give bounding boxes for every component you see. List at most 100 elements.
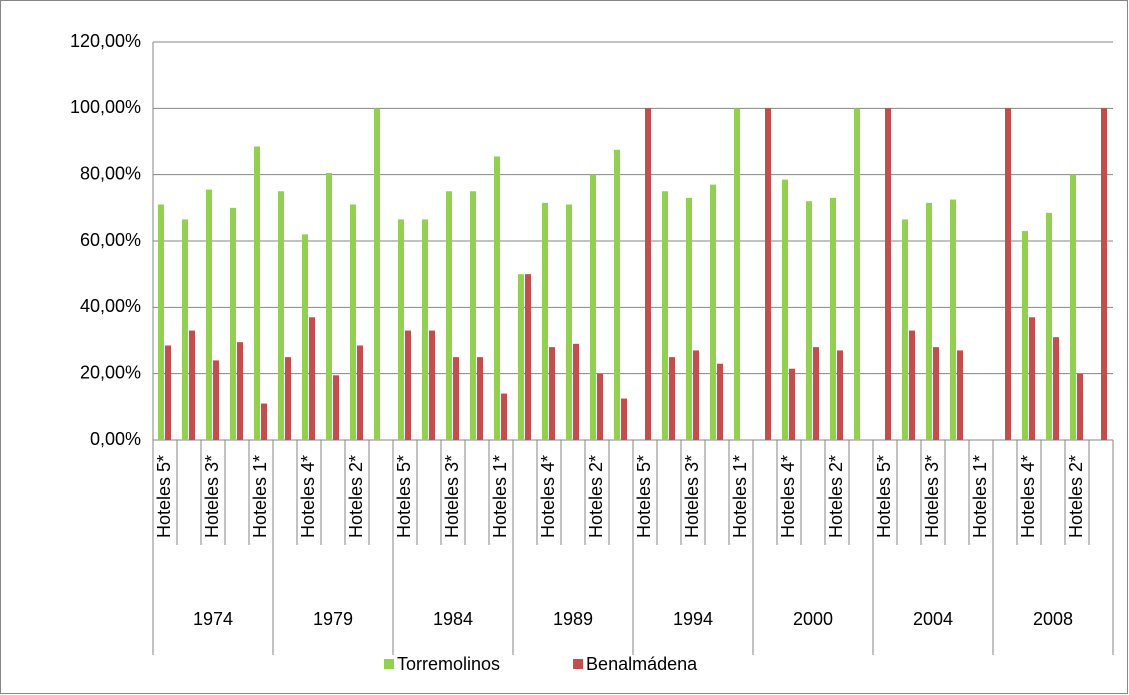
bar	[398, 219, 404, 440]
bar	[237, 342, 243, 440]
legend-label: Torremolinos	[397, 654, 500, 674]
bar	[957, 350, 963, 440]
x-tick-label: Hoteles 3*	[202, 455, 222, 538]
x-tick-label: Hoteles 4*	[1018, 455, 1038, 538]
x-tick-label: Hoteles 1*	[250, 455, 270, 538]
bar	[621, 398, 627, 440]
bar	[542, 202, 548, 440]
group-label: 1974	[193, 609, 233, 629]
bar	[902, 219, 908, 440]
bar	[477, 357, 483, 440]
group-label: 2004	[913, 609, 953, 629]
bar	[1005, 108, 1011, 440]
bar	[1029, 317, 1035, 440]
x-tick-label: Hoteles 5*	[154, 455, 174, 538]
x-tick-label: Hoteles 2*	[826, 455, 846, 538]
bar	[357, 345, 363, 440]
bar	[789, 368, 795, 440]
x-tick-label: Hoteles 2*	[586, 455, 606, 538]
bar	[590, 174, 596, 440]
bar	[549, 347, 555, 440]
group-label: 1979	[313, 609, 353, 629]
x-tick-label: Hoteles 2*	[1066, 455, 1086, 538]
legend-swatch	[573, 659, 584, 669]
bar	[950, 199, 956, 440]
bar	[734, 108, 740, 440]
bar	[518, 274, 524, 440]
bar	[710, 184, 716, 440]
bar	[830, 197, 836, 440]
bar	[182, 219, 188, 440]
bar	[422, 219, 428, 440]
bar	[662, 191, 668, 440]
y-tick-label: 40,00%	[80, 296, 141, 316]
group-label: 1989	[553, 609, 593, 629]
bar	[686, 197, 692, 440]
group-label: 1984	[433, 609, 473, 629]
y-tick-label: 120,00%	[70, 31, 141, 51]
x-tick-label: Hoteles 4*	[298, 455, 318, 538]
bar	[837, 350, 843, 440]
bar	[1022, 231, 1028, 440]
bar	[278, 191, 284, 440]
bar	[645, 108, 651, 440]
bar	[1101, 108, 1107, 440]
x-tick-label: Hoteles 1*	[970, 455, 990, 538]
group-label: 1994	[673, 609, 713, 629]
y-tick-label: 80,00%	[80, 163, 141, 183]
bar	[525, 274, 531, 440]
x-tick-label: Hoteles 4*	[778, 455, 798, 538]
y-tick-label: 100,00%	[70, 97, 141, 117]
bar	[566, 204, 572, 440]
bar	[261, 403, 267, 440]
x-tick-label: Hoteles 5*	[634, 455, 654, 538]
bar	[933, 347, 939, 440]
y-tick-label: 0,00%	[90, 429, 141, 449]
bar	[254, 146, 260, 440]
bar	[189, 330, 195, 440]
y-tick-label: 20,00%	[80, 362, 141, 382]
bar	[813, 347, 819, 440]
x-tick-label: Hoteles 4*	[538, 455, 558, 538]
legend-label: Benalmádena	[586, 654, 698, 674]
bar	[1077, 373, 1083, 440]
bar	[158, 204, 164, 440]
bar	[854, 108, 860, 440]
x-tick-label: Hoteles 2*	[346, 455, 366, 538]
bar	[333, 375, 339, 440]
bar	[285, 357, 291, 440]
bar	[494, 156, 500, 441]
bar	[470, 191, 476, 440]
bar	[909, 330, 915, 440]
bar	[782, 179, 788, 440]
bar	[1053, 337, 1059, 440]
bar	[446, 191, 452, 440]
bar	[453, 357, 459, 440]
bar	[926, 202, 932, 440]
bar	[597, 373, 603, 440]
bar	[230, 207, 236, 440]
bar	[165, 345, 171, 440]
bar	[326, 173, 332, 440]
legend-swatch	[384, 659, 394, 669]
bar	[717, 363, 723, 440]
bar	[614, 149, 620, 440]
x-tick-label: Hoteles 3*	[922, 455, 942, 538]
group-label: 2000	[793, 609, 833, 629]
bar	[1046, 212, 1052, 440]
bar	[573, 343, 579, 440]
bar	[669, 357, 675, 440]
bar	[1070, 174, 1076, 440]
bar	[213, 360, 219, 440]
x-tick-label: Hoteles 1*	[730, 455, 750, 538]
x-tick-label: Hoteles 3*	[442, 455, 462, 538]
bar	[302, 234, 308, 440]
bar	[765, 108, 771, 440]
x-tick-label: Hoteles 5*	[874, 455, 894, 538]
x-tick-label: Hoteles 3*	[682, 455, 702, 538]
bar	[885, 108, 891, 440]
bar	[374, 108, 380, 440]
group-label: 2008	[1033, 609, 1073, 629]
bar	[309, 317, 315, 440]
